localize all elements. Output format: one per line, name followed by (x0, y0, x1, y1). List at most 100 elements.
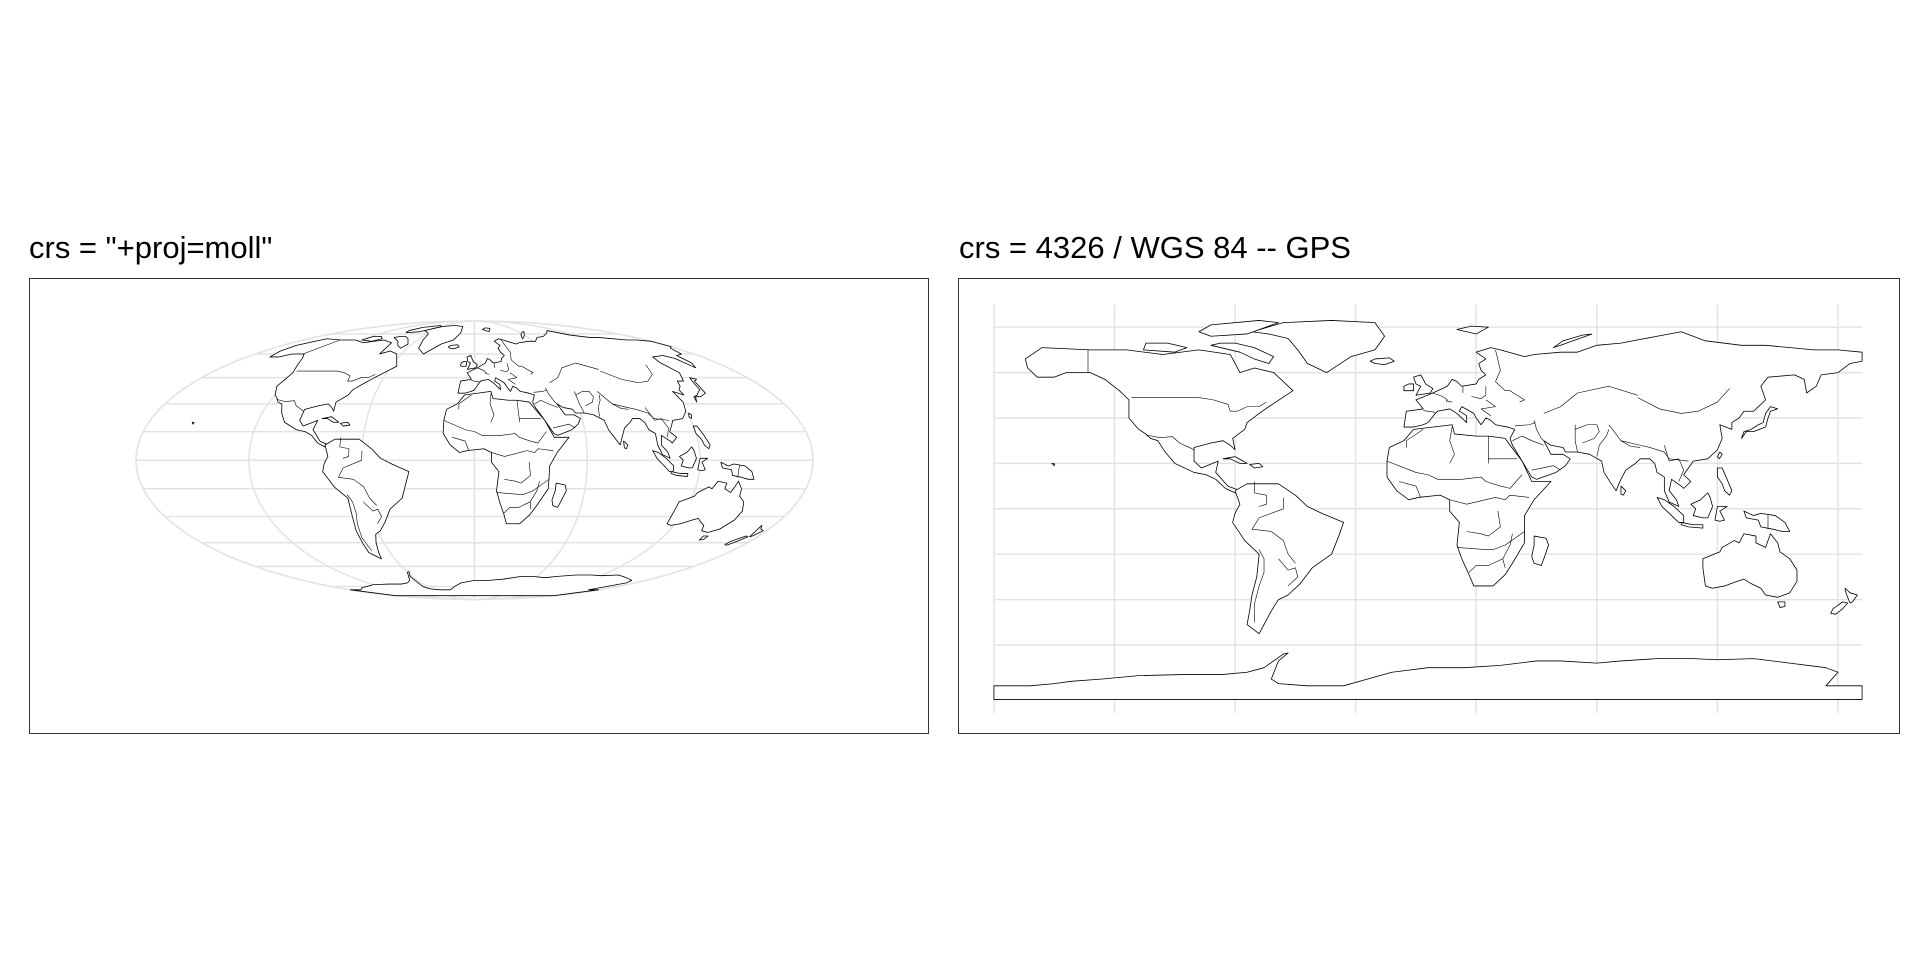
landmass-cuba[interactable] (1222, 456, 1248, 464)
landmass-hispaniola[interactable] (1249, 462, 1264, 469)
border-india-pakistan (1596, 429, 1610, 457)
border-russia-kazakhstan (1543, 385, 1638, 414)
border-africa-north-3 (516, 400, 521, 423)
landmass-sulawesi[interactable] (1714, 506, 1728, 522)
landmass-eurasia[interactable] (1403, 331, 1863, 507)
border-africa-sahel (1386, 460, 1523, 489)
border-brazil-west (338, 450, 377, 506)
landmass-north-america[interactable] (269, 338, 398, 448)
border-usa-canada (296, 370, 376, 382)
landmass-svalbard[interactable] (1456, 325, 1489, 335)
border-africa-west (452, 437, 470, 451)
border-usa-canada (1131, 397, 1267, 412)
border-france-germany (1432, 392, 1453, 403)
landmass-victoria-island[interactable] (361, 335, 383, 342)
border-argentina-north (363, 501, 382, 524)
landmass-victoria-island[interactable] (1143, 342, 1188, 353)
landmass-ireland[interactable] (460, 361, 467, 367)
landmass-svalbard[interactable] (481, 327, 491, 333)
landmass-borneo[interactable] (679, 446, 697, 469)
border-spain-france (1423, 410, 1436, 413)
landmass-antarctica[interactable] (993, 652, 1863, 700)
landmass-gb[interactable] (466, 355, 478, 370)
landmass-sri-lanka[interactable] (623, 440, 629, 450)
landmass-new-guinea[interactable] (1743, 510, 1791, 532)
landmass-australia[interactable] (666, 480, 745, 533)
border-nepal (611, 403, 629, 410)
landmass-iceland[interactable] (447, 344, 460, 350)
landmass-madagascar[interactable] (1531, 535, 1549, 566)
border-brazil-west (1251, 497, 1296, 564)
landmass-sulawesi[interactable] (697, 457, 709, 472)
landmass-philippines[interactable] (1717, 467, 1733, 496)
border-africa-west (1398, 481, 1422, 498)
landmass-ireland[interactable] (1403, 383, 1414, 392)
landmass-japan[interactable] (1741, 406, 1779, 439)
landmass-new-zealand-north[interactable] (749, 525, 764, 538)
landmass-antarctica[interactable] (349, 571, 633, 597)
landmass-taiwan[interactable] (688, 412, 692, 419)
landmass-novaya-zemlya[interactable] (520, 331, 525, 340)
landmass-australia[interactable] (1702, 533, 1798, 598)
landmass-tasmania[interactable] (698, 535, 709, 541)
landmass-japan[interactable] (689, 377, 706, 403)
border-russia-kazakhstan (549, 362, 599, 383)
border-india-pakistan (597, 394, 601, 417)
border-turkey-south (1514, 422, 1536, 427)
countries (191, 325, 764, 597)
border-china-mongolia (1637, 388, 1730, 414)
landmass-baffin-island[interactable] (1210, 342, 1275, 364)
landmass-hawaii[interactable] (1051, 462, 1056, 467)
graticule-outline (135, 320, 814, 601)
landmass-iceland[interactable] (1369, 357, 1395, 366)
landmass-sri-lanka[interactable] (1620, 485, 1627, 496)
landmass-new-guinea[interactable] (720, 461, 755, 480)
border-poland-russia (500, 362, 510, 373)
landmass-south-america[interactable] (1232, 483, 1344, 635)
landmass-philippines[interactable] (692, 425, 711, 450)
landmass-tasmania[interactable] (1777, 601, 1786, 608)
border-south-africa-north (1468, 558, 1503, 573)
border-france-germany (477, 367, 490, 375)
landmass-madagascar[interactable] (551, 482, 567, 508)
border-usa-mexico (1145, 434, 1195, 451)
countries (993, 320, 1863, 700)
border-africa-central (1449, 494, 1530, 505)
border-se-asia (1664, 445, 1684, 482)
landmass-south-america[interactable] (322, 438, 410, 560)
map-panel-wgs84[interactable] (958, 278, 1900, 734)
border-usa-mexico (276, 399, 304, 412)
map-panel-mollweide[interactable] (29, 278, 929, 734)
landmass-new-zealand-north[interactable] (1844, 587, 1858, 604)
landmass-gb[interactable] (1413, 374, 1434, 396)
landmass-new-zealand-south[interactable] (724, 535, 749, 546)
landmass-novaya-zemlya[interactable] (1553, 333, 1593, 348)
world-map-wgs84[interactable] (959, 279, 1899, 733)
landmass-sumatra[interactable] (1656, 497, 1685, 523)
world-map-mollweide[interactable] (30, 279, 928, 733)
border-africa-north-1 (1406, 429, 1424, 448)
landmass-baffin-island[interactable] (393, 335, 409, 349)
landmass-taiwan[interactable] (1717, 451, 1723, 460)
landmass-ellesmere-island[interactable] (1198, 320, 1279, 337)
landmass-greenland[interactable] (1251, 320, 1385, 373)
landmass-hawaii[interactable] (191, 421, 195, 425)
landmass-java[interactable] (670, 471, 689, 477)
border-iran-west (1533, 420, 1544, 441)
landmass-borneo[interactable] (1690, 492, 1713, 519)
landmass-hispaniola[interactable] (339, 421, 351, 427)
landmass-north-america[interactable] (1024, 347, 1294, 494)
border-colombia-venezuela (1254, 481, 1267, 507)
landmass-ellesmere-island[interactable] (405, 325, 443, 334)
landmass-greenland[interactable] (418, 325, 464, 355)
landmass-africa[interactable] (442, 391, 570, 525)
border-nepal (1620, 440, 1641, 448)
landmass-cuba[interactable] (321, 416, 340, 423)
landmass-new-zealand-south[interactable] (1830, 601, 1849, 615)
border-africa-north-2 (489, 393, 495, 423)
border-china-mongolia (600, 364, 653, 384)
landmass-java[interactable] (1680, 522, 1704, 529)
border-europe-east (1480, 399, 1496, 416)
border-colombia-venezuela (339, 437, 350, 459)
border-afghanistan (575, 391, 594, 407)
